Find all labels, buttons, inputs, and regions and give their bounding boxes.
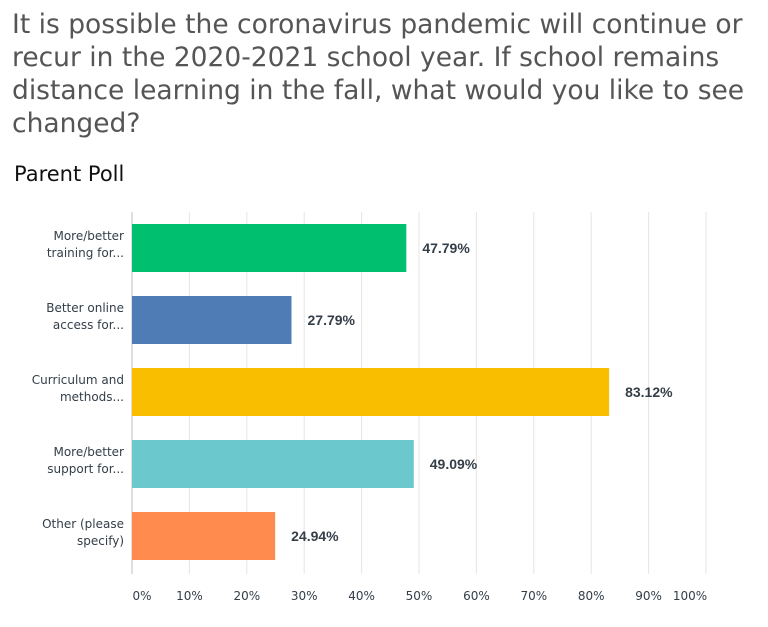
poll-subtitle: Parent Poll — [14, 162, 125, 186]
bar-value-label: 47.79% — [422, 240, 470, 256]
x-tick-label: 0% — [132, 589, 151, 603]
bar-value-label: 27.79% — [308, 312, 356, 328]
x-tick-label: 30% — [291, 589, 318, 603]
category-label: training for... — [47, 246, 124, 260]
category-label: specify) — [77, 534, 124, 548]
bar-value-label: 24.94% — [291, 528, 339, 544]
x-tick-label: 80% — [578, 589, 605, 603]
category-label: Other (please — [42, 517, 124, 531]
x-tick-label: 10% — [176, 589, 203, 603]
bar — [132, 224, 407, 272]
bar — [132, 512, 276, 560]
bar — [132, 440, 414, 488]
x-tick-label: 20% — [233, 589, 260, 603]
bar-value-label: 83.12% — [625, 384, 673, 400]
x-tick-label: 100% — [673, 589, 707, 603]
x-tick-label: 60% — [463, 589, 490, 603]
category-label: access for... — [53, 318, 124, 332]
bar-value-label: 49.09% — [430, 456, 478, 472]
category-label: support for... — [47, 462, 124, 476]
category-label: More/better — [53, 229, 124, 243]
category-label: Curriculum and — [32, 373, 124, 387]
x-tick-label: 70% — [520, 589, 547, 603]
x-tick-label: 90% — [635, 589, 662, 603]
x-tick-label: 40% — [348, 589, 375, 603]
bar — [132, 368, 610, 416]
category-label: methods... — [60, 390, 124, 404]
category-label: More/better — [53, 445, 124, 459]
category-label: Better online — [46, 301, 124, 315]
question-title: It is possible the coronavirus pandemic … — [12, 9, 745, 139]
x-tick-label: 50% — [406, 589, 433, 603]
bar — [132, 296, 292, 344]
